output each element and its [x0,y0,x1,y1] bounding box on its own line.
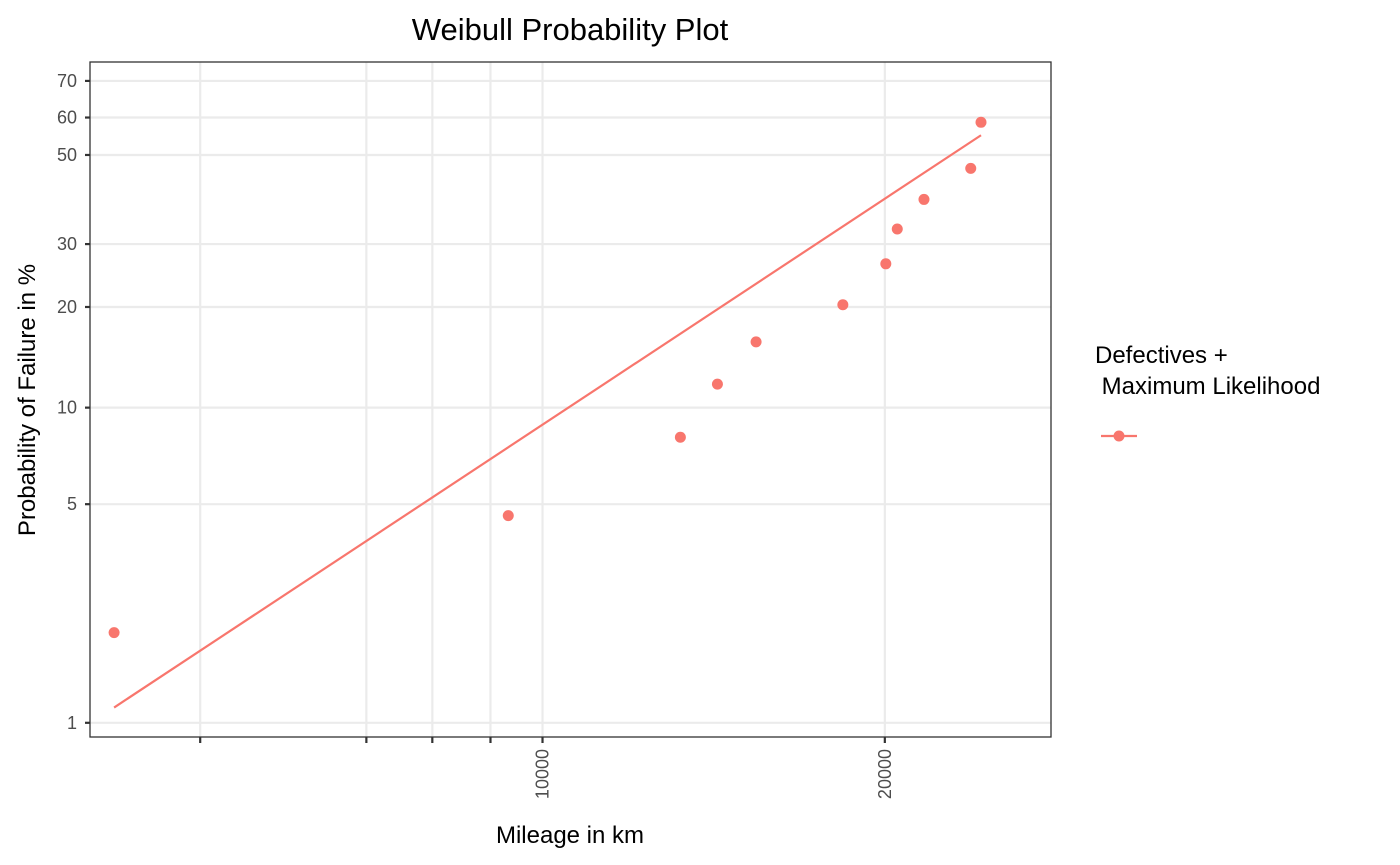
x-tick-label: 10000 [533,749,553,799]
data-point [880,258,892,270]
data-point [918,193,930,205]
y-axis-title: Probability of Failure in % [14,264,41,536]
axis-ticks: 1 5 10 20 30 50 60 70 10000 20000 [57,71,895,799]
y-tick-label: 30 [57,234,77,254]
data-point [975,116,987,128]
y-tick-label: 50 [57,145,77,165]
chart-title: Weibull Probability Plot [412,12,729,47]
x-axis-title: Mileage in km [496,822,644,849]
data-point [674,431,686,443]
legend-key-point [1113,430,1125,442]
data-point [711,378,723,390]
y-tick-label: 5 [67,494,77,514]
y-tick-label: 20 [57,297,77,317]
y-tick-label: 70 [57,71,77,91]
data-point [750,336,762,348]
y-tick-label: 1 [67,713,77,733]
data-point [502,510,514,522]
data-point [108,627,120,639]
data-point [965,162,977,174]
x-tick-label: 20000 [875,749,895,799]
legend: Defectives + Maximum Likelihood [1095,342,1320,442]
plot-panel-border [89,61,1052,738]
data-point [891,223,903,235]
grid-lines [90,62,1051,737]
fit-line-layer [113,134,982,709]
y-tick-label: 10 [57,398,77,418]
legend-title-line2: Maximum Likelihood [1095,373,1320,400]
data-point [837,299,849,311]
legend-title-line1: Defectives + [1095,342,1228,369]
y-tick-label: 60 [57,108,77,128]
data-points [108,116,987,639]
fit-line [113,134,982,709]
